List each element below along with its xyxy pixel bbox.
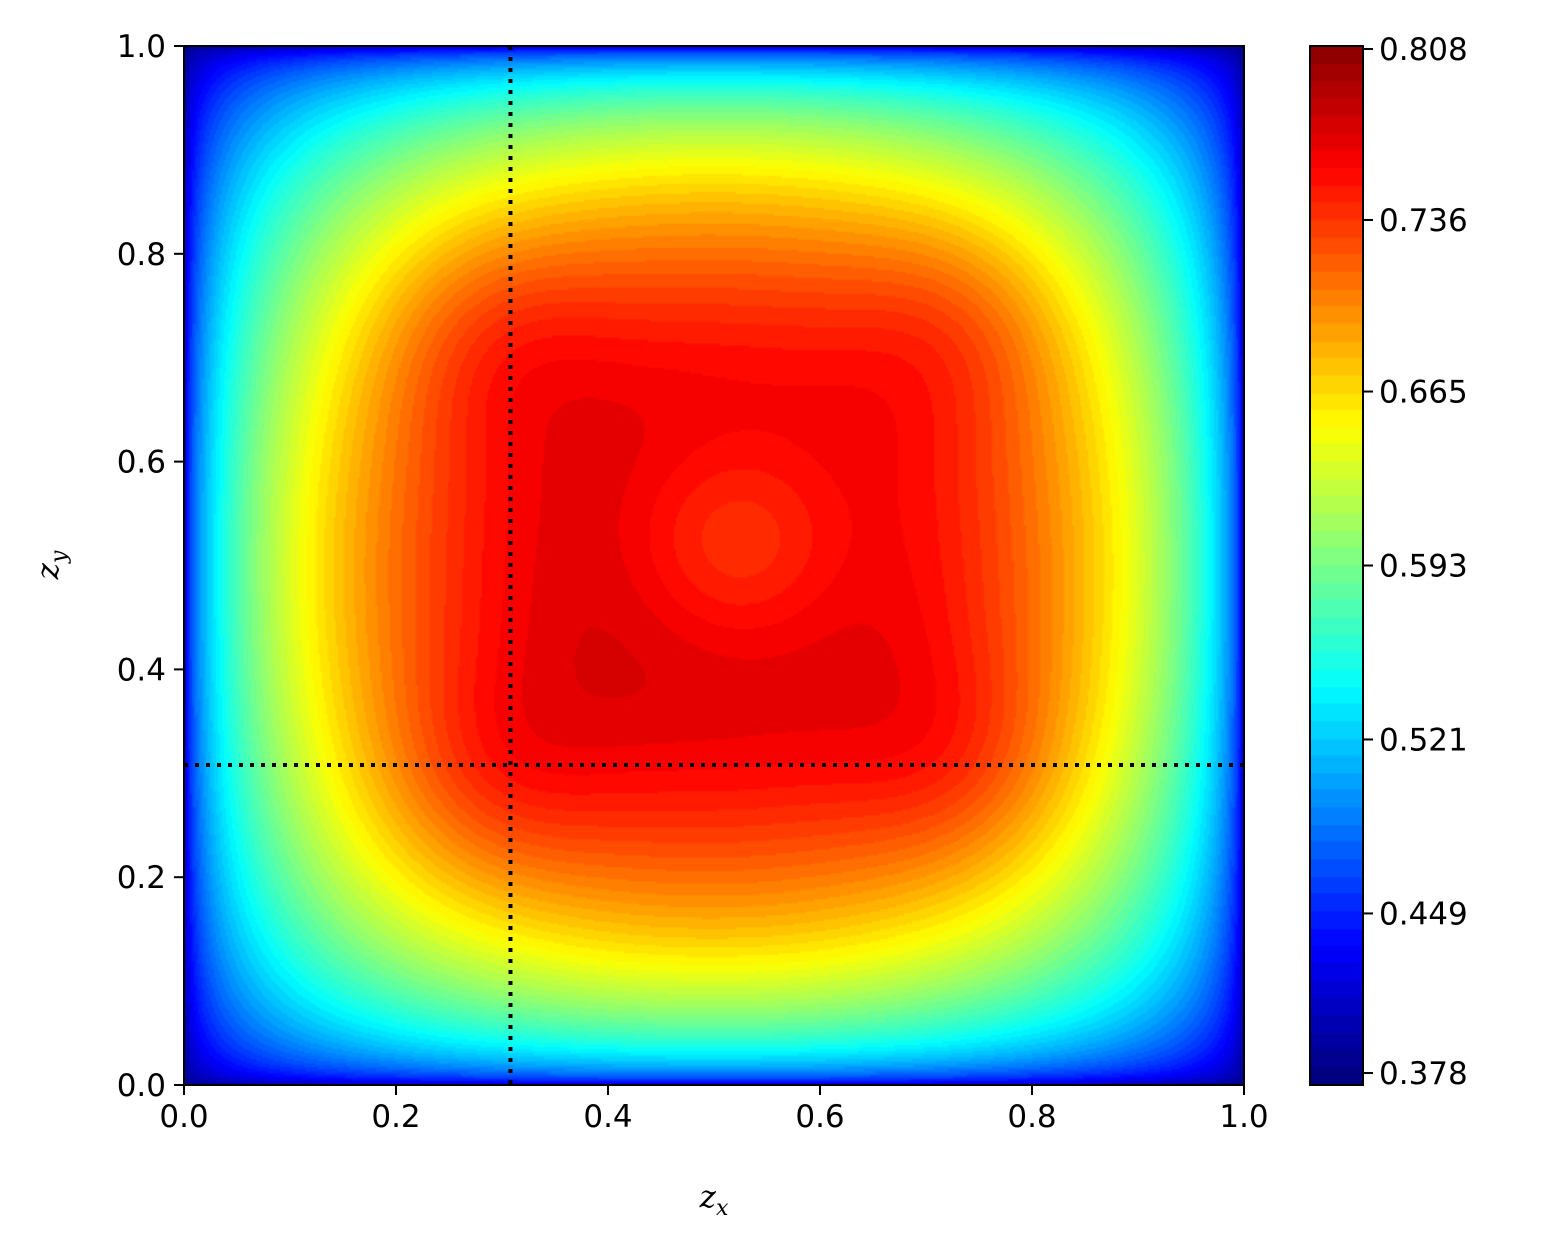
colorbar-tick-label: 0.449: [1379, 896, 1468, 932]
y-axis-label: zy: [30, 550, 72, 580]
reference-lines: [184, 46, 1244, 1085]
y-tick-label: 0.8: [117, 237, 166, 273]
x-tick-label: 0.6: [795, 1099, 844, 1135]
colorbar-tick-label: 0.378: [1379, 1056, 1468, 1092]
x-tick-label: 0.8: [1007, 1099, 1056, 1135]
colorbar-tick-label: 0.593: [1379, 549, 1468, 585]
colorbar-tick-label: 0.736: [1379, 203, 1468, 239]
x-axis-ticks: 0.0 0.2 0.4 0.6 0.8 1.0: [159, 1085, 1269, 1135]
x-tick-label: 1.0: [1219, 1099, 1268, 1135]
x-tick-label: 0.4: [583, 1099, 632, 1135]
y-tick-label: 0.0: [117, 1068, 166, 1104]
x-tick-label: 0.0: [159, 1099, 208, 1135]
y-tick-label: 0.4: [117, 652, 166, 688]
y-axis-ticks: 0.0 0.2 0.4 0.6 0.8 1.0: [117, 29, 184, 1104]
colorbar: [1310, 46, 1363, 1085]
y-tick-label: 0.2: [117, 860, 166, 896]
x-tick-label: 0.2: [371, 1099, 420, 1135]
y-tick-label: 1.0: [117, 29, 166, 65]
colorbar-tick-label: 0.665: [1379, 375, 1468, 411]
colorbar-tick-label: 0.808: [1379, 32, 1468, 68]
heatmap-plot-area: [184, 46, 1244, 1085]
y-tick-label: 0.6: [117, 445, 166, 481]
colorbar-frame: [1309, 45, 1364, 1086]
x-axis-label: zx: [699, 1179, 729, 1221]
colorbar-tick-label: 0.521: [1379, 722, 1468, 758]
colorbar-ticks: 0.378 0.449 0.521 0.593 0.665 0.736 0.808: [1363, 32, 1468, 1092]
plot-frame: [183, 45, 1245, 1086]
